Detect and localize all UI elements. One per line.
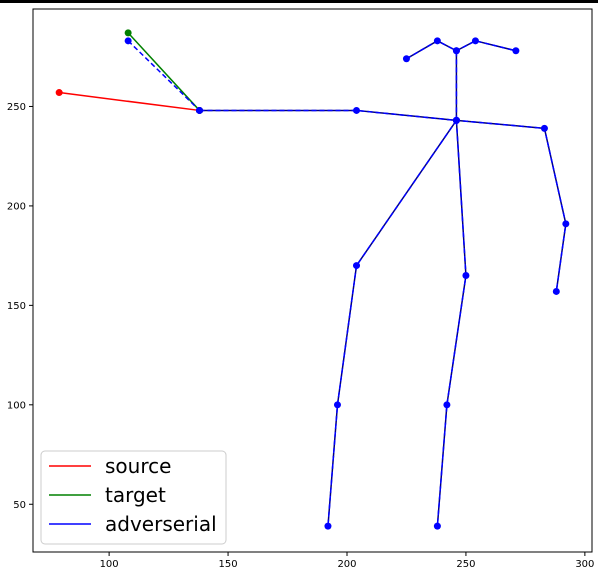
legend-label-target: target <box>105 483 166 507</box>
adverserial-marker <box>472 37 479 44</box>
adverserial-marker <box>125 37 132 44</box>
adverserial-marker <box>443 401 450 408</box>
y-tick-label: 200 <box>7 201 26 212</box>
x-tick-label: 300 <box>575 559 594 570</box>
adverserial-marker <box>196 107 203 114</box>
adverserial-marker <box>462 272 469 279</box>
x-tick-label: 250 <box>456 559 475 570</box>
y-tick-label: 100 <box>7 400 26 411</box>
x-tick-label: 200 <box>337 559 356 570</box>
legend-label-adverserial: adverserial <box>105 512 217 536</box>
adverserial-marker <box>434 37 441 44</box>
x-tick-label: 150 <box>219 559 238 570</box>
y-tick-label: 250 <box>7 102 26 113</box>
adverserial-marker <box>434 523 441 530</box>
y-tick-label: 150 <box>7 301 26 312</box>
adverserial-marker <box>353 107 360 114</box>
adverserial-marker <box>553 288 560 295</box>
x-tick-label: 100 <box>100 559 119 570</box>
adverserial-marker <box>453 47 460 54</box>
adverserial-marker <box>353 262 360 269</box>
adverserial-marker <box>541 125 548 132</box>
adverserial-marker <box>324 523 331 530</box>
adverserial-marker <box>403 55 410 62</box>
adverserial-marker <box>512 47 519 54</box>
legend-label-source: source <box>105 454 171 478</box>
y-tick-label: 50 <box>13 500 26 511</box>
target-marker <box>125 29 132 36</box>
adverserial-marker <box>453 117 460 124</box>
legend: source target adverserial <box>41 451 226 544</box>
adverserial-marker <box>562 220 569 227</box>
source-marker <box>56 89 63 96</box>
adverserial-marker <box>334 401 341 408</box>
